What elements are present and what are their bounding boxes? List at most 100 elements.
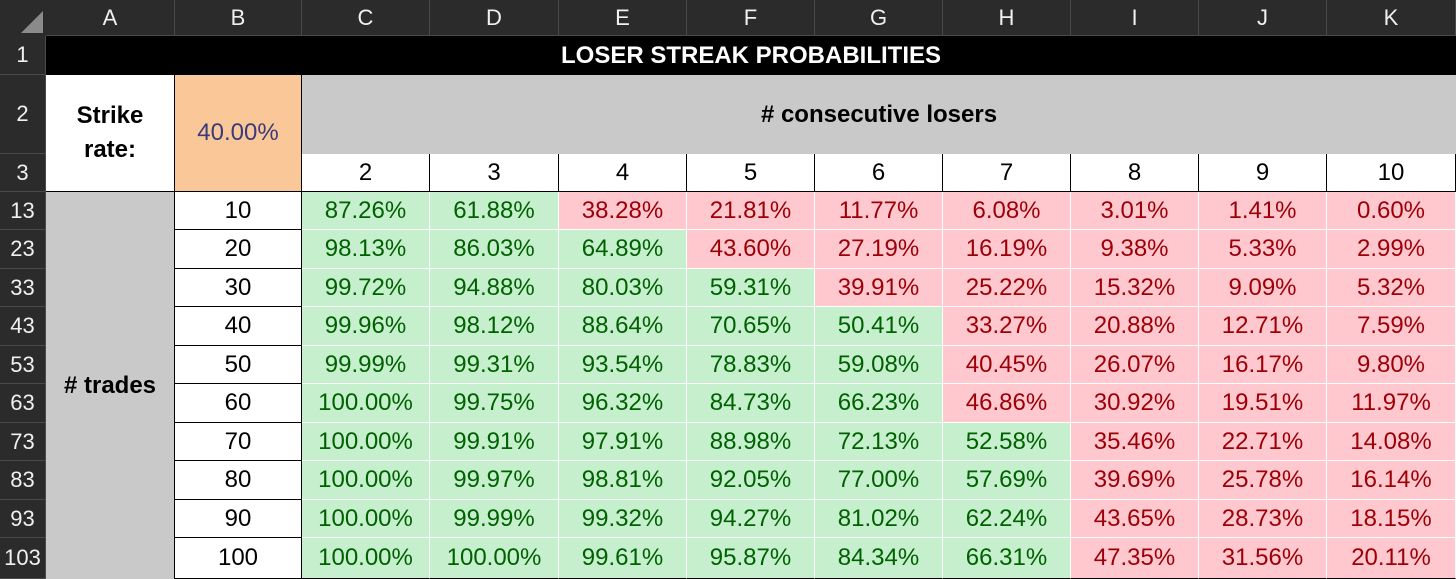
probability-cell[interactable]: 80.03% <box>559 269 687 307</box>
probability-cell[interactable]: 81.02% <box>815 500 943 538</box>
probability-cell[interactable]: 99.61% <box>559 538 687 579</box>
probability-cell[interactable]: 26.07% <box>1071 346 1199 384</box>
probability-cell[interactable]: 86.03% <box>430 230 559 269</box>
column-header-a[interactable]: A <box>46 0 175 36</box>
column-header-e[interactable]: E <box>559 0 687 36</box>
probability-cell[interactable]: 59.31% <box>687 269 815 307</box>
row-header-2[interactable]: 2 <box>0 75 46 154</box>
probability-cell[interactable]: 43.65% <box>1071 500 1199 538</box>
row-header-33[interactable]: 33 <box>0 269 46 307</box>
probability-cell[interactable]: 100.00% <box>302 423 430 461</box>
probability-cell[interactable]: 88.98% <box>687 423 815 461</box>
consecutive-losers-header[interactable]: # consecutive losers <box>302 75 1456 154</box>
probability-cell[interactable]: 99.99% <box>430 500 559 538</box>
trades-value[interactable]: 40 <box>175 307 302 346</box>
probability-cell[interactable]: 11.97% <box>1327 384 1456 423</box>
trades-value[interactable]: 30 <box>175 269 302 307</box>
probability-cell[interactable]: 30.92% <box>1071 384 1199 423</box>
probability-cell[interactable]: 100.00% <box>302 538 430 579</box>
probability-cell[interactable]: 87.26% <box>302 192 430 230</box>
probability-cell[interactable]: 59.08% <box>815 346 943 384</box>
trades-value[interactable]: 70 <box>175 423 302 461</box>
trades-value[interactable]: 20 <box>175 230 302 269</box>
probability-cell[interactable]: 95.87% <box>687 538 815 579</box>
probability-cell[interactable]: 98.13% <box>302 230 430 269</box>
column-header-b[interactable]: B <box>175 0 302 36</box>
probability-cell[interactable]: 33.27% <box>943 307 1071 346</box>
probability-cell[interactable]: 0.60% <box>1327 192 1456 230</box>
probability-cell[interactable]: 20.11% <box>1327 538 1456 579</box>
probability-cell[interactable]: 11.77% <box>815 192 943 230</box>
probability-cell[interactable]: 18.15% <box>1327 500 1456 538</box>
probability-cell[interactable]: 52.58% <box>943 423 1071 461</box>
probability-cell[interactable]: 16.14% <box>1327 461 1456 500</box>
strike-rate-label[interactable]: Strike rate: <box>46 75 175 192</box>
select-all-corner[interactable] <box>0 0 46 36</box>
column-header-g[interactable]: G <box>815 0 943 36</box>
probability-cell[interactable]: 9.09% <box>1199 269 1327 307</box>
probability-cell[interactable]: 100.00% <box>430 538 559 579</box>
consec-losers-value[interactable]: 2 <box>302 154 430 192</box>
trades-value[interactable]: 60 <box>175 384 302 423</box>
probability-cell[interactable]: 16.19% <box>943 230 1071 269</box>
column-header-h[interactable]: H <box>943 0 1071 36</box>
probability-cell[interactable]: 66.31% <box>943 538 1071 579</box>
row-header-13[interactable]: 13 <box>0 192 46 230</box>
probability-cell[interactable]: 3.01% <box>1071 192 1199 230</box>
probability-cell[interactable]: 5.33% <box>1199 230 1327 269</box>
probability-cell[interactable]: 97.91% <box>559 423 687 461</box>
consec-losers-value[interactable]: 5 <box>687 154 815 192</box>
probability-cell[interactable]: 27.19% <box>815 230 943 269</box>
row-header-73[interactable]: 73 <box>0 423 46 461</box>
probability-cell[interactable]: 100.00% <box>302 461 430 500</box>
probability-cell[interactable]: 20.88% <box>1071 307 1199 346</box>
row-header-23[interactable]: 23 <box>0 230 46 269</box>
row-header-103[interactable]: 103 <box>0 538 46 579</box>
trades-header[interactable]: # trades <box>46 192 175 579</box>
probability-cell[interactable]: 99.31% <box>430 346 559 384</box>
consec-losers-value[interactable]: 6 <box>815 154 943 192</box>
sheet-title[interactable]: LOSER STREAK PROBABILITIES <box>46 36 1456 75</box>
trades-value[interactable]: 100 <box>175 538 302 579</box>
probability-cell[interactable]: 70.65% <box>687 307 815 346</box>
probability-cell[interactable]: 50.41% <box>815 307 943 346</box>
probability-cell[interactable]: 94.27% <box>687 500 815 538</box>
consec-losers-value[interactable]: 10 <box>1327 154 1456 192</box>
probability-cell[interactable]: 77.00% <box>815 461 943 500</box>
probability-cell[interactable]: 16.17% <box>1199 346 1327 384</box>
probability-cell[interactable]: 99.72% <box>302 269 430 307</box>
probability-cell[interactable]: 39.91% <box>815 269 943 307</box>
consec-losers-value[interactable]: 7 <box>943 154 1071 192</box>
probability-cell[interactable]: 94.88% <box>430 269 559 307</box>
trades-value[interactable]: 10 <box>175 192 302 230</box>
probability-cell[interactable]: 35.46% <box>1071 423 1199 461</box>
probability-cell[interactable]: 93.54% <box>559 346 687 384</box>
probability-cell[interactable]: 6.08% <box>943 192 1071 230</box>
probability-cell[interactable]: 12.71% <box>1199 307 1327 346</box>
probability-cell[interactable]: 43.60% <box>687 230 815 269</box>
probability-cell[interactable]: 14.08% <box>1327 423 1456 461</box>
probability-cell[interactable]: 47.35% <box>1071 538 1199 579</box>
probability-cell[interactable]: 84.34% <box>815 538 943 579</box>
probability-cell[interactable]: 38.28% <box>559 192 687 230</box>
row-header-83[interactable]: 83 <box>0 461 46 500</box>
strike-rate-input-cell[interactable]: 40.00% <box>175 75 302 192</box>
probability-cell[interactable]: 21.81% <box>687 192 815 230</box>
probability-cell[interactable]: 57.69% <box>943 461 1071 500</box>
column-header-k[interactable]: K <box>1327 0 1456 36</box>
probability-cell[interactable]: 78.83% <box>687 346 815 384</box>
probability-cell[interactable]: 100.00% <box>302 500 430 538</box>
probability-cell[interactable]: 39.69% <box>1071 461 1199 500</box>
probability-cell[interactable]: 99.97% <box>430 461 559 500</box>
probability-cell[interactable]: 72.13% <box>815 423 943 461</box>
row-header-63[interactable]: 63 <box>0 384 46 423</box>
probability-cell[interactable]: 84.73% <box>687 384 815 423</box>
probability-cell[interactable]: 7.59% <box>1327 307 1456 346</box>
probability-cell[interactable]: 62.24% <box>943 500 1071 538</box>
probability-cell[interactable]: 46.86% <box>943 384 1071 423</box>
column-header-f[interactable]: F <box>687 0 815 36</box>
probability-cell[interactable]: 5.32% <box>1327 269 1456 307</box>
probability-cell[interactable]: 92.05% <box>687 461 815 500</box>
probability-cell[interactable]: 22.71% <box>1199 423 1327 461</box>
probability-cell[interactable]: 2.99% <box>1327 230 1456 269</box>
